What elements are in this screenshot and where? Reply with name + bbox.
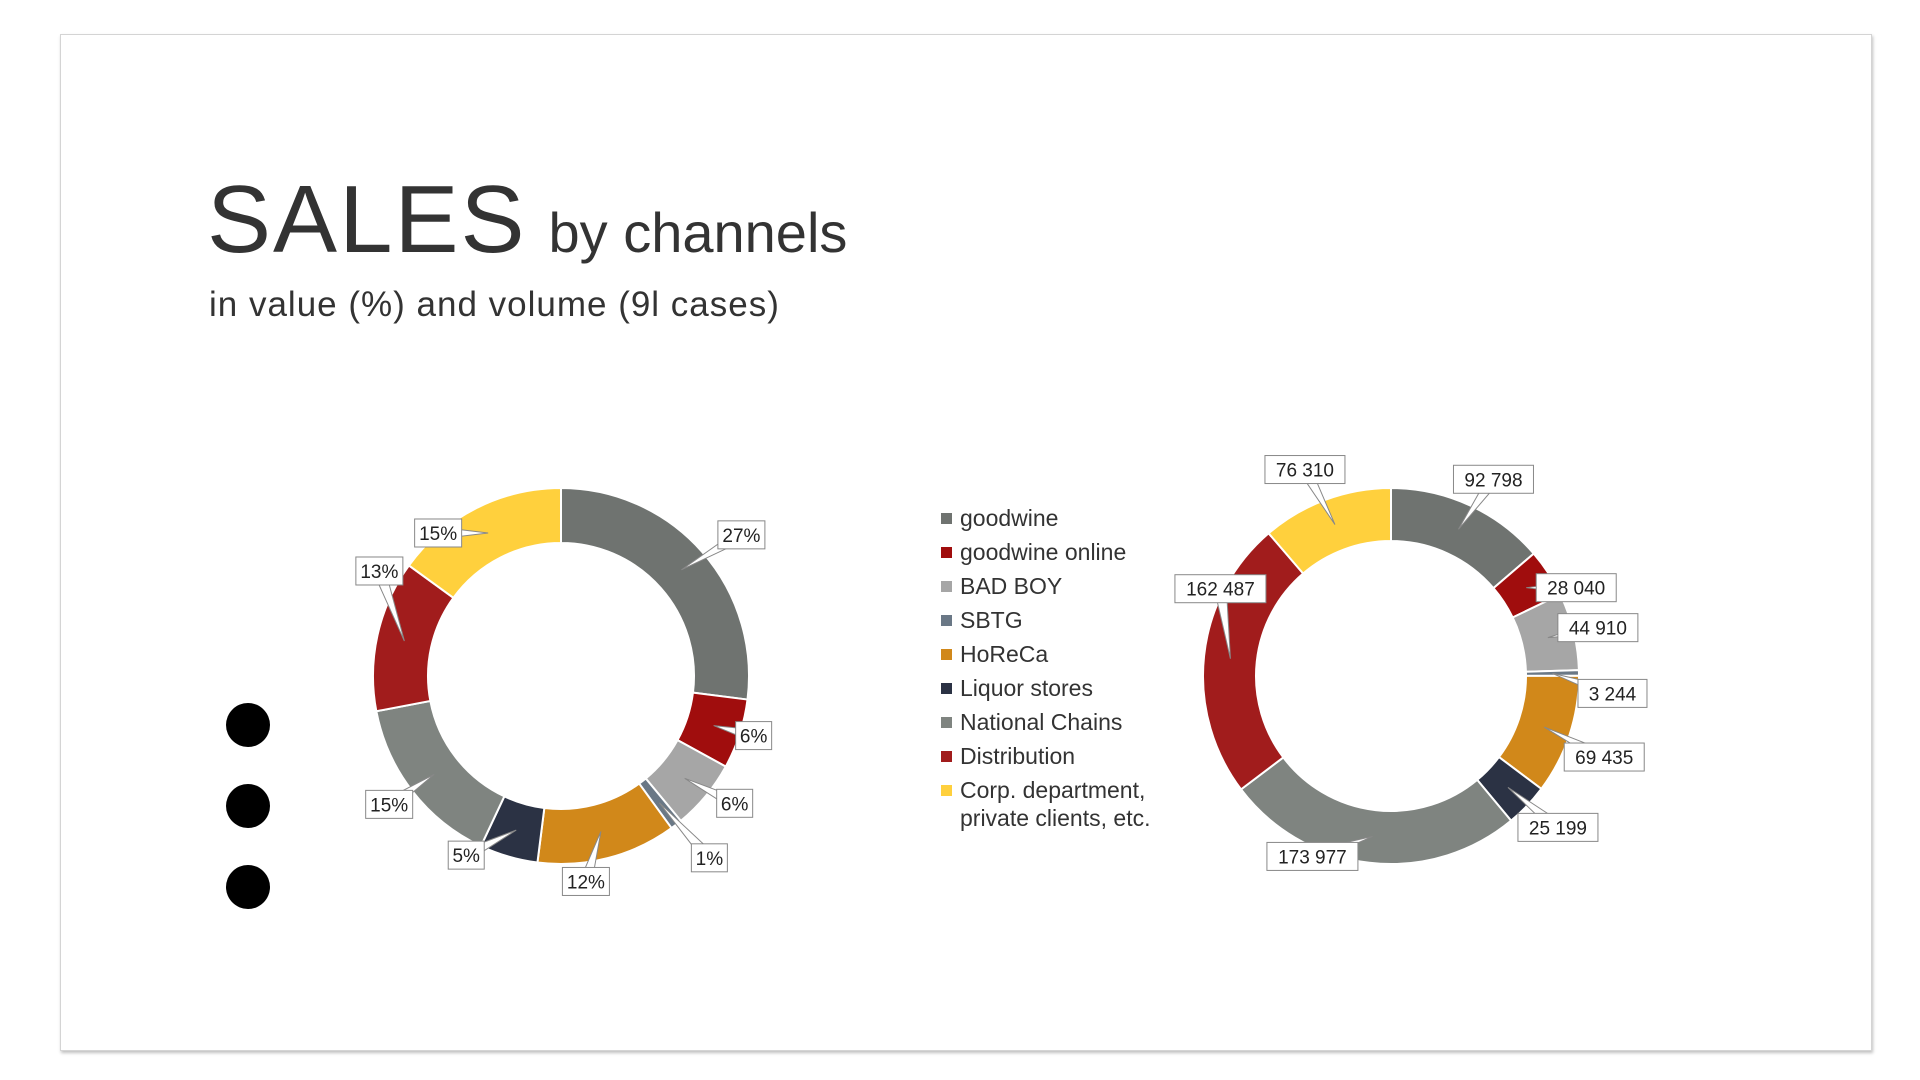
- donut-slice: [1202, 531, 1305, 791]
- legend-swatch: [941, 513, 952, 524]
- bullet-dot: [226, 784, 270, 828]
- legend-label: BAD BOY: [960, 573, 1063, 599]
- legend-label: HoReCa: [960, 641, 1049, 667]
- value-donut-chart: 27% 6% 6% 1% 12% 5% 15% 13% 15%: [355, 486, 773, 896]
- legend-swatch: [941, 751, 952, 762]
- donut-slice: [1267, 486, 1392, 575]
- data-label: 13%: [355, 556, 405, 642]
- bullet-dot: [226, 865, 270, 909]
- title-sub: by channels: [548, 201, 848, 264]
- legend-item: goodwine online: [941, 535, 1150, 569]
- data-label: 44 910: [1547, 613, 1639, 643]
- data-label: 69 435: [1543, 726, 1645, 772]
- donut-slice: [560, 486, 750, 701]
- donut-slice: [375, 699, 506, 848]
- data-label-text: 92 798: [1464, 470, 1522, 491]
- data-label-text: 12%: [567, 872, 605, 893]
- data-label-text: 69 435: [1575, 748, 1633, 769]
- data-label: 6%: [713, 721, 773, 751]
- title-main: SALES: [207, 166, 527, 273]
- data-label: 76 310: [1264, 455, 1346, 525]
- data-label: 162 487: [1174, 574, 1267, 659]
- legend-item: National Chains: [941, 705, 1150, 739]
- data-label: 15%: [365, 773, 435, 819]
- data-label: 5%: [447, 829, 517, 870]
- data-label: 27%: [681, 520, 766, 571]
- legend-item: Corp. department, private clients, etc.: [941, 773, 1150, 835]
- legend-label: Corp. department, private clients, etc.: [960, 777, 1151, 831]
- legend-swatch: [941, 683, 952, 694]
- data-label-text: 76 310: [1276, 461, 1334, 482]
- data-label: 3 244: [1552, 672, 1648, 708]
- data-label-text: 25 199: [1529, 818, 1587, 839]
- legend-item: BAD BOY: [941, 569, 1150, 603]
- legend-label: National Chains: [960, 709, 1123, 735]
- legend-swatch: [941, 615, 952, 626]
- data-label: 12%: [561, 831, 610, 896]
- volume-donut-chart: 92 798 28 040 44 910 3 244 69 435 25 199 173 9…: [1174, 455, 1648, 871]
- data-label-text: 3 244: [1589, 684, 1637, 705]
- data-label: 6%: [684, 777, 754, 818]
- legend-item: goodwine: [941, 501, 1150, 535]
- data-label: 15%: [414, 518, 489, 548]
- data-label-text: 13%: [360, 562, 398, 583]
- legend-swatch: [941, 547, 952, 558]
- data-label: 1%: [658, 802, 728, 873]
- chart-legend: goodwine goodwine online BAD BOY SBTG HoReCa…: [941, 501, 1150, 835]
- legend-swatch: [941, 581, 952, 592]
- legend-label: goodwine: [960, 505, 1059, 531]
- data-label-text: 5%: [452, 846, 480, 867]
- data-label-text: 6%: [721, 794, 749, 815]
- bullet-dot: [226, 703, 270, 747]
- legend-label: Distribution: [960, 743, 1076, 769]
- data-label-text: 27%: [722, 526, 760, 547]
- slide: SALES by channels in value (%) and volume…: [60, 34, 1872, 1051]
- data-label: 28 040: [1526, 573, 1617, 603]
- data-label: 25 199: [1507, 786, 1599, 842]
- legend-item: Distribution: [941, 739, 1150, 773]
- legend-swatch: [941, 785, 952, 796]
- legend-swatch: [941, 717, 952, 728]
- legend-item: Liquor stores: [941, 671, 1150, 705]
- page-subtitle: in value (%) and volume (9l cases): [209, 285, 780, 324]
- data-label-text: 173 977: [1278, 847, 1347, 868]
- data-label-text: 44 910: [1569, 619, 1627, 640]
- legend-swatch: [941, 649, 952, 660]
- page-title: SALES by channels: [207, 165, 847, 275]
- data-label-text: 162 487: [1186, 580, 1255, 601]
- legend-label: SBTG: [960, 607, 1023, 633]
- data-label-text: 28 040: [1547, 579, 1605, 600]
- legend-label: Liquor stores: [960, 675, 1093, 701]
- data-label: 92 798: [1452, 464, 1534, 530]
- data-label-text: 6%: [740, 727, 768, 748]
- legend-label: goodwine online: [960, 539, 1127, 565]
- legend-item: HoReCa: [941, 637, 1150, 671]
- data-label-text: 15%: [370, 795, 408, 816]
- data-label: 173 977: [1266, 835, 1373, 871]
- data-label-text: 1%: [696, 849, 724, 870]
- legend-item: SBTG: [941, 603, 1150, 637]
- data-label-text: 15%: [419, 524, 457, 545]
